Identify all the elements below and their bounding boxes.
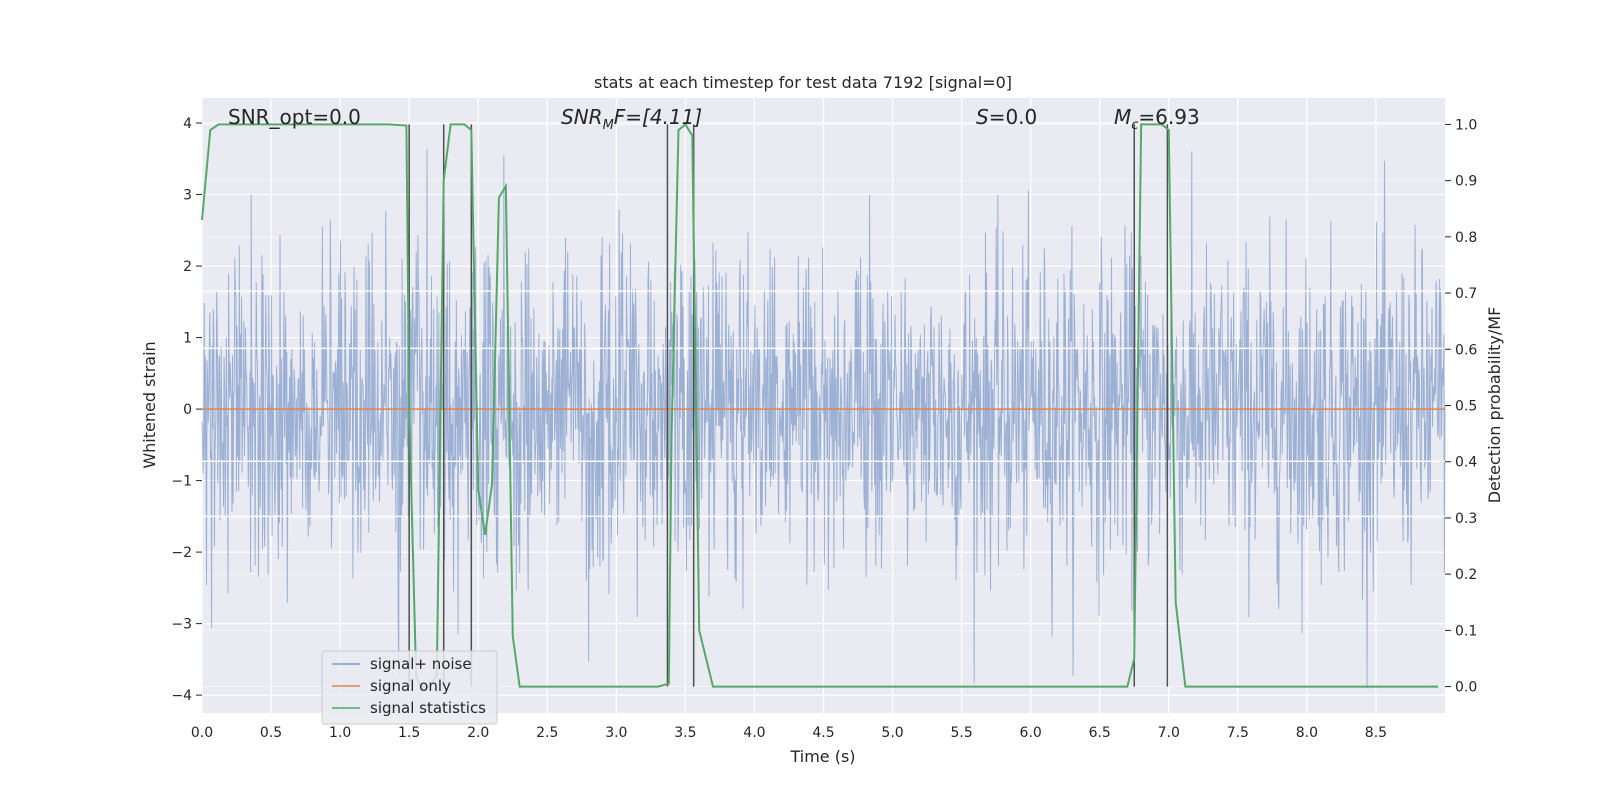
x-tick-label: 5.0 — [881, 725, 903, 741]
y-axis-ticks: 4 3 2 1 0 −1 −2 −3 −4 — [171, 116, 202, 704]
annotation-mc-symbol: M — [1114, 105, 1131, 129]
y-tick-label: −1 — [171, 474, 192, 490]
x-tick-label: 1.5 — [398, 725, 420, 741]
y-axis-label: Whitened strain — [140, 341, 159, 468]
annotation-s: S=0.0 — [976, 105, 1037, 129]
y2-tick-label: 0.1 — [1455, 623, 1477, 639]
y2-tick-label: 0.9 — [1455, 174, 1477, 190]
y2-axis-label: Detection probability/MF — [1485, 307, 1504, 504]
x-tick-label: 8.5 — [1365, 725, 1387, 741]
x-tick-label: 8.0 — [1296, 725, 1318, 741]
legend-label-signal-only: signal only — [370, 677, 451, 695]
y2-tick-label: 0.4 — [1455, 455, 1477, 471]
annotation-s-symbol: S — [976, 105, 989, 129]
y2-tick-label: 1.0 — [1455, 117, 1477, 133]
legend: signal+ noise signal only signal statist… — [321, 650, 498, 725]
y2-tick-label: 0.2 — [1455, 567, 1477, 583]
y2-tick-label: 0.6 — [1455, 342, 1477, 358]
x-axis-label: Time (s) — [789, 747, 855, 766]
y2-tick-label: 0.8 — [1455, 230, 1477, 246]
annotation-snr-opt: SNR_opt=0.0 — [228, 105, 361, 129]
y-tick-label: 0 — [183, 402, 192, 418]
legend-label-signal-noise: signal+ noise — [370, 655, 472, 673]
y-tick-label: −4 — [171, 688, 192, 704]
x-axis-ticks: 0.0 0.5 1.0 1.5 2.0 2.5 3.0 3.5 4.0 4.5 5.0 5.5 6.0 6… — [191, 725, 1387, 741]
y-tick-label: 4 — [183, 116, 192, 132]
y-tick-label: 3 — [183, 188, 192, 204]
y-tick-label: 2 — [183, 259, 192, 275]
legend-label-signal-statistics: signal statistics — [370, 699, 486, 717]
x-tick-label: 6.5 — [1089, 725, 1111, 741]
y2-tick-label: 0.0 — [1455, 680, 1477, 696]
y2-axis-ticks: 1.0 0.9 0.8 0.7 0.6 0.5 0.4 0.3 0.2 0.1 0.0 — [1445, 117, 1477, 696]
x-tick-label: 1.0 — [329, 725, 351, 741]
x-tick-label: 6.0 — [1020, 725, 1042, 741]
legend-box — [321, 650, 498, 725]
annotation-snr-mf-symbol: SNR — [561, 105, 603, 129]
annotation-mc-value: =6.93 — [1138, 105, 1199, 129]
x-tick-label: 3.0 — [605, 725, 627, 741]
annotations: SNR_opt=0.0 SNRMF=[4.11] S=0.0 Mc=6.93 — [228, 105, 1200, 133]
annotation-snr-mf-subscript: M — [603, 118, 614, 133]
chart-title: stats at each timestep for test data 719… — [594, 73, 1012, 92]
annotation-s-value: =0.0 — [989, 105, 1038, 129]
annotation-snr-mf: SNRMF=[4.11] — [561, 105, 702, 133]
y2-tick-label: 0.5 — [1455, 399, 1477, 415]
y-tick-label: −2 — [171, 545, 192, 561]
signal-statistics-series — [201, 122, 1439, 688]
y2-tick-label: 0.7 — [1455, 286, 1477, 302]
x-tick-label: 4.5 — [812, 725, 834, 741]
x-tick-label: 3.5 — [674, 725, 696, 741]
annotation-mc: Mc=6.93 — [1114, 105, 1200, 133]
x-tick-label: 2.0 — [467, 725, 489, 741]
y-tick-label: −3 — [171, 617, 192, 633]
x-tick-label: 5.5 — [950, 725, 972, 741]
x-tick-label: 4.0 — [743, 725, 765, 741]
annotation-mc-subscript: c — [1131, 118, 1138, 133]
y2-tick-label: 0.3 — [1455, 511, 1477, 527]
annotation-snr-mf-value: F=[4.11] — [614, 105, 702, 129]
x-tick-label: 0.0 — [191, 725, 213, 741]
x-tick-label: 7.5 — [1227, 725, 1249, 741]
x-tick-label: 2.5 — [536, 725, 558, 741]
signal-statistics-line — [201, 122, 1439, 688]
y-tick-label: 1 — [183, 331, 192, 347]
x-tick-label: 0.5 — [260, 725, 282, 741]
x-tick-label: 7.0 — [1158, 725, 1180, 741]
